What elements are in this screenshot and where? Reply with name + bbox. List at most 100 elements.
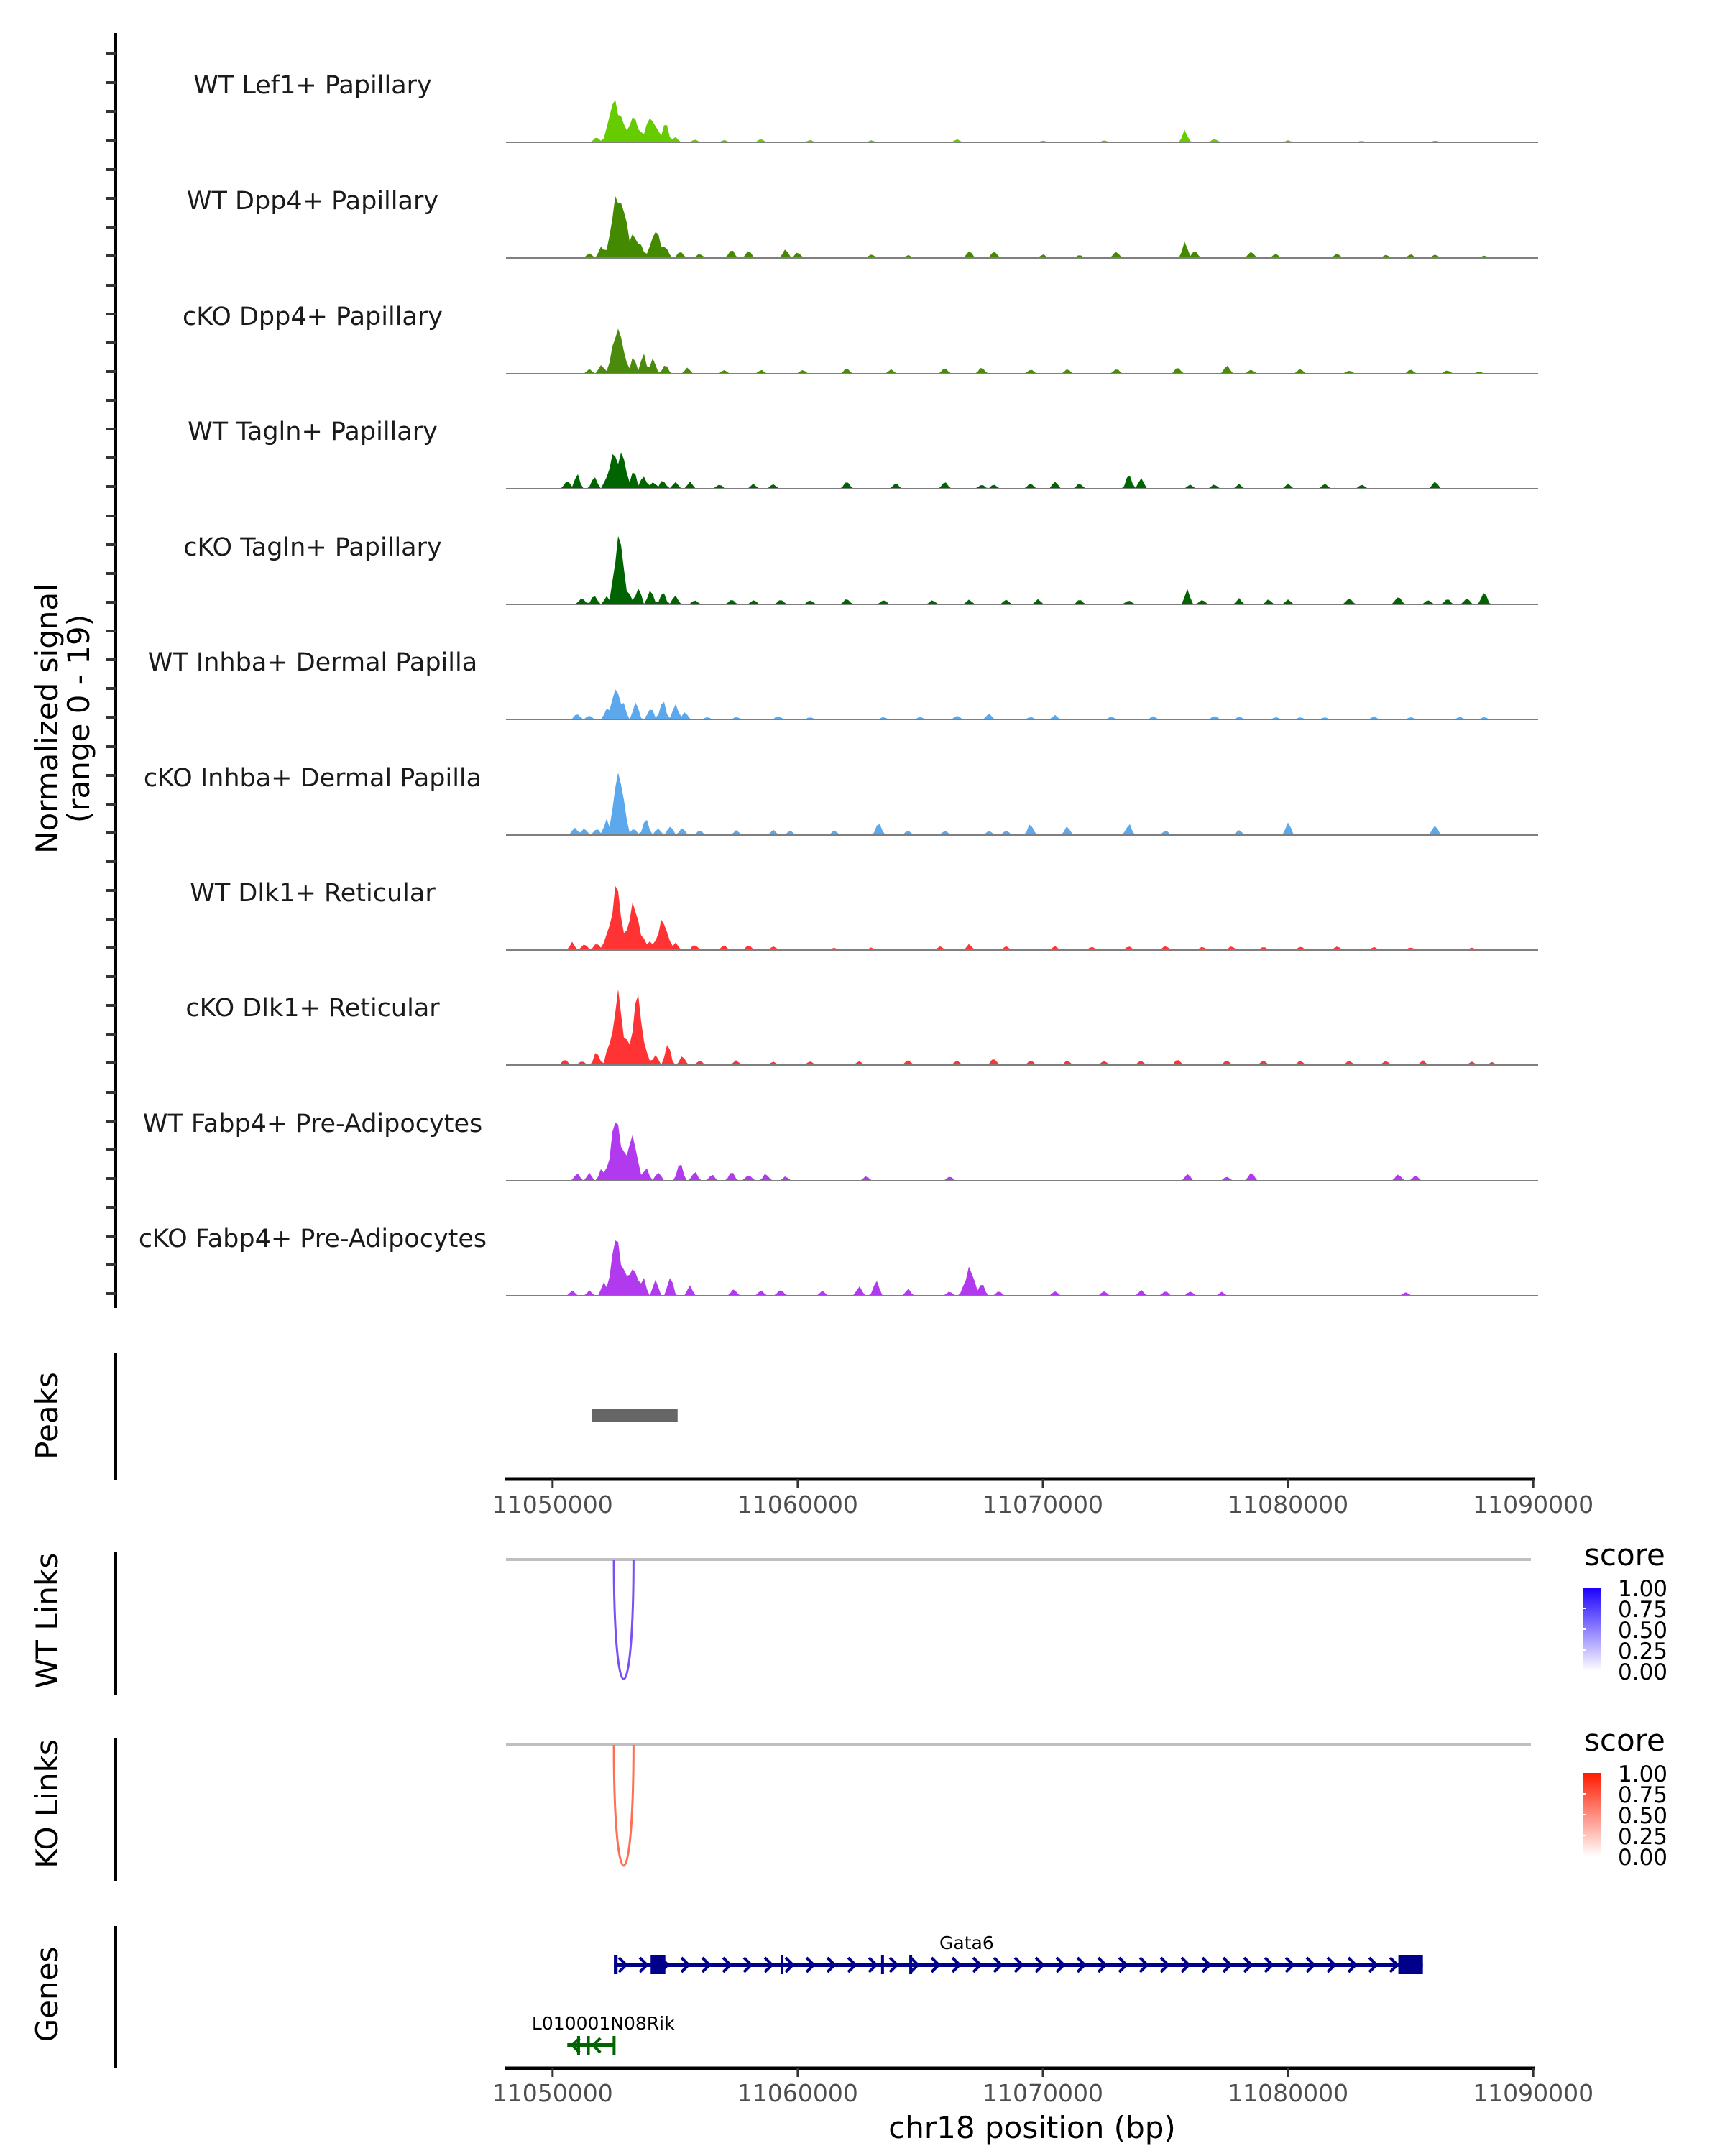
coverage-area <box>506 1240 1538 1296</box>
strand-arrow-icon <box>680 1956 691 1973</box>
coverage-track: WT Dpp4+ Papillary <box>187 187 1538 259</box>
strand-arrow-icon <box>1326 1956 1337 1973</box>
legend-title: score <box>1584 1723 1665 1758</box>
genes-track: Gata6 L010001N08Rik <box>532 1932 1423 2055</box>
x-tick-label: 11080000 <box>1228 1491 1348 1519</box>
coverage-track: WT Dlk1+ Reticular <box>190 879 1538 951</box>
genes-track-label: Genes <box>29 1947 65 2042</box>
track-label: WT Lef1+ Papillary <box>193 71 432 100</box>
wt-score-legend: score 1.000.750.500.250.00 <box>1583 1537 1668 1685</box>
strand-arrow-icon <box>1243 1956 1254 1973</box>
x-axis-top: 11050000 11060000 11070000 11080000 11090000 <box>492 1477 1593 1519</box>
exon <box>576 2036 580 2055</box>
coverage-track: cKO Inhba+ Dermal Papilla <box>144 764 1538 836</box>
legend-tick-label: 0.75 <box>1618 1782 1668 1808</box>
strand-arrow-icon <box>1055 1956 1066 1973</box>
coverage-area <box>506 1123 1538 1181</box>
track-label: WT Dpp4+ Papillary <box>187 187 438 216</box>
ko-links-label: KO Links <box>29 1739 65 1869</box>
coverage-track: WT Inhba+ Dermal Papilla <box>148 648 1538 720</box>
x-tick-label: 11070000 <box>983 1491 1103 1519</box>
gene: Gata6 <box>614 1932 1423 1974</box>
coverage-area <box>506 195 1538 258</box>
strand-arrow-icon <box>972 1956 983 1973</box>
coverage-area <box>506 452 1538 489</box>
link-arc <box>612 1744 635 1867</box>
strand-arrow-icon <box>617 1956 628 1973</box>
strand-arrow-icon <box>1118 1956 1128 1973</box>
coverage-area <box>506 989 1538 1065</box>
exon <box>909 1955 913 1974</box>
track-label: cKO Dpp4+ Papillary <box>183 303 443 331</box>
coverage-ylabel-line1: Normalized signal <box>29 584 65 854</box>
track-label: WT Fabp4+ Pre-Adipocytes <box>143 1110 482 1138</box>
strand-arrow-icon <box>1180 1956 1191 1973</box>
legend-tick-label: 0.50 <box>1618 1803 1668 1829</box>
strand-arrow-icon <box>993 1956 1003 1973</box>
strand-arrow-icon <box>784 1956 795 1973</box>
coverage-ylabel-line2: (range 0 - 19) <box>61 614 96 823</box>
x-tick-label: 11050000 <box>492 2079 613 2107</box>
strand-arrow-icon <box>591 2037 602 2054</box>
track-label: cKO Fabp4+ Pre-Adipocytes <box>139 1225 487 1253</box>
coverage-area <box>506 535 1538 604</box>
coverage-track: WT Tagln+ Papillary <box>188 418 1538 489</box>
exon <box>781 1955 784 1974</box>
strand-arrow-icon <box>826 1956 837 1973</box>
gene-label: Gata6 <box>939 1932 994 1953</box>
exon <box>586 2036 590 2055</box>
legend-tick-label: 0.00 <box>1618 1845 1668 1871</box>
coverage-tracks: WT Lef1+ Papillary WT Dpp4+ Papillary cKO … <box>139 71 1538 1296</box>
coverage-area <box>506 885 1538 950</box>
strand-arrow-icon <box>951 1956 962 1973</box>
strand-arrow-icon <box>722 1956 732 1973</box>
strand-arrow-icon <box>701 1956 712 1973</box>
strand-arrow-icon <box>1034 1956 1045 1973</box>
x-tick-label: 11070000 <box>983 2079 1103 2107</box>
coverage-area <box>506 689 1538 719</box>
strand-arrow-icon <box>1222 1956 1233 1973</box>
x-tick-label: 11090000 <box>1473 1491 1593 1519</box>
track-label: cKO Inhba+ Dermal Papilla <box>144 764 482 793</box>
strand-arrow-icon <box>1159 1956 1170 1973</box>
exon <box>1398 1955 1423 1974</box>
x-tick-label: 11080000 <box>1228 2079 1348 2107</box>
x-tick-label: 11060000 <box>737 2079 858 2107</box>
strand-arrow-icon <box>1013 1956 1024 1973</box>
coverage-track: cKO Dlk1+ Reticular <box>185 989 1538 1066</box>
coverage-track: cKO Tagln+ Papillary <box>183 533 1538 605</box>
strand-arrow-icon <box>930 1956 941 1973</box>
peaks-track <box>592 1409 678 1422</box>
coverage-ylabel: Normalized signal (range 0 - 19) <box>29 584 96 854</box>
legend-tick-label: 1.00 <box>1618 1576 1668 1602</box>
strand-arrow-icon <box>1368 1956 1379 1973</box>
legend-tick-label: 0.25 <box>1618 1639 1668 1664</box>
peak-region <box>592 1409 678 1422</box>
gene-label: L010001N08Rik <box>532 2013 675 2034</box>
strand-arrow-icon <box>742 1956 753 1973</box>
x-tick-label: 11060000 <box>737 1491 858 1519</box>
ko-score-legend: score 1.000.750.500.250.00 <box>1583 1723 1668 1871</box>
exon <box>650 1955 666 1974</box>
link-arc <box>612 1559 635 1680</box>
gene: L010001N08Rik <box>532 2013 675 2055</box>
wt-links-track <box>506 1558 1531 1680</box>
strand-arrow-icon <box>1201 1956 1212 1973</box>
strand-arrow-icon <box>1097 1956 1108 1973</box>
exon <box>614 1955 618 1974</box>
track-label: cKO Dlk1+ Reticular <box>185 994 440 1023</box>
coverage-area <box>506 773 1538 835</box>
strand-arrow-icon <box>1305 1956 1316 1973</box>
exon <box>612 2036 616 2055</box>
x-tick-label: 11050000 <box>492 1491 613 1519</box>
coverage-area <box>506 99 1538 142</box>
legend-tick-label: 0.75 <box>1618 1597 1668 1623</box>
strand-arrow-icon <box>1347 1956 1358 1973</box>
strand-arrow-icon <box>1138 1956 1149 1973</box>
coverage-track: WT Lef1+ Papillary <box>193 71 1538 143</box>
x-axis-title: chr18 position (bp) <box>888 2110 1176 2145</box>
strand-arrow-icon <box>909 1956 920 1973</box>
coverage-track: WT Fabp4+ Pre-Adipocytes <box>143 1110 1538 1181</box>
peaks-track-label: Peaks <box>29 1372 65 1460</box>
